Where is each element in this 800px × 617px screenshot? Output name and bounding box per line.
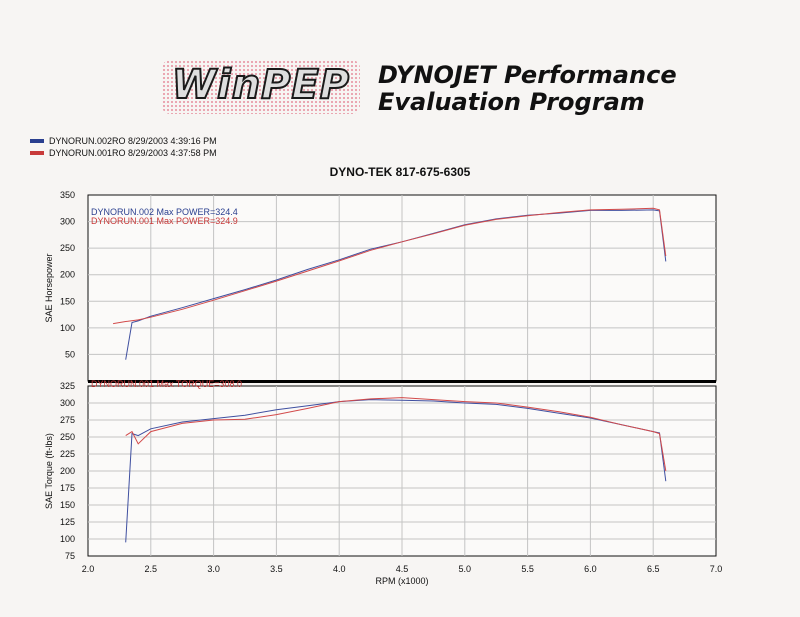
lines-layer	[113, 207, 667, 543]
x-tick-label: 4.0	[333, 564, 346, 574]
logo-text: WinPEP	[171, 61, 351, 109]
x-tick-label: 2.0	[82, 564, 95, 574]
subtitle-line-1: DYNOJET Performance	[378, 61, 677, 89]
hp-y-tick-label: 50	[65, 349, 75, 359]
legend-label-run-002: DYNORUN.002RO 8/29/2003 4:39:16 PM	[49, 136, 217, 146]
hp-y-tick-label: 200	[60, 270, 75, 280]
torque-y-tick-label: 275	[60, 415, 75, 425]
x-tick-label: 3.0	[207, 564, 220, 574]
torque-y-tick-label: 150	[60, 500, 75, 510]
x-tick-label: 5.0	[459, 564, 472, 574]
subtitle-line-2: Evaluation Program	[378, 88, 645, 116]
hp-y-tick-label: 300	[60, 217, 75, 227]
hp-y-tick-label: 250	[60, 243, 75, 253]
hp-max-power-annotation: DYNORUN.001 Max POWER=324.9	[91, 216, 238, 226]
torque-y-axis-label: SAE Torque (ft-lbs)	[44, 433, 54, 509]
legend-swatch-run-002	[30, 139, 44, 143]
torque-y-tick-label: 300	[60, 398, 75, 408]
hp-series-line-dynorun-002	[125, 209, 667, 360]
chart-title: DYNO-TEK 817-675-6305	[329, 165, 471, 179]
torque-y-tick-label: 100	[60, 534, 75, 544]
hp-y-axis-label: SAE Horsepower	[44, 253, 54, 322]
x-tick-label: 4.5	[396, 564, 409, 574]
torque-y-tick-label: 225	[60, 449, 75, 459]
winpep-logo: WinPEP	[162, 60, 360, 114]
program-subtitle: DYNOJET Performance Evaluation Program	[378, 62, 698, 116]
torque-y-tick-label: 200	[60, 466, 75, 476]
x-axis-label: RPM (x1000)	[375, 576, 428, 586]
text-layer: 2.0 2.5 3.0 3.5 4.0 4.5 5.0 5.5 6.0 6.5 7.0 50 100 15…	[44, 190, 722, 586]
torque-y-tick-label: 250	[60, 432, 75, 442]
hp-max-power-annotation: DYNORUN.002 Max POWER=324.4	[91, 207, 238, 217]
torque-y-tick-label: 175	[60, 483, 75, 493]
torque-y-tick-label: 125	[60, 517, 75, 527]
legend-label-run-001: DYNORUN.001RO 8/29/2003 4:37:58 PM	[49, 148, 217, 158]
hp-series-line-dynorun-001	[113, 207, 667, 325]
legend-entry-run-002: DYNORUN.002RO 8/29/2003 4:39:16 PM	[30, 136, 217, 146]
legend-entry-run-001: DYNORUN.001RO 8/29/2003 4:37:58 PM	[30, 148, 217, 158]
torque-y-tick-label: 75	[65, 551, 75, 561]
x-tick-label: 5.5	[521, 564, 534, 574]
x-tick-label: 6.5	[647, 564, 660, 574]
x-tick-label: 3.5	[270, 564, 283, 574]
x-tick-label: 7.0	[710, 564, 723, 574]
torque-y-tick-label: 325	[60, 381, 75, 391]
legend-swatch-run-001	[30, 151, 44, 155]
hp-y-tick-label: 350	[60, 190, 75, 200]
grid-layer	[87, 194, 717, 557]
x-tick-label: 2.5	[145, 564, 158, 574]
x-tick-label: 6.0	[584, 564, 597, 574]
torque-series-line-dynorun-001	[125, 397, 667, 472]
hp-y-tick-label: 100	[60, 323, 75, 333]
torque-max-annotation: DYNORUN.001 Max TORQUE=308.0	[91, 379, 242, 389]
hp-y-tick-label: 150	[60, 296, 75, 306]
